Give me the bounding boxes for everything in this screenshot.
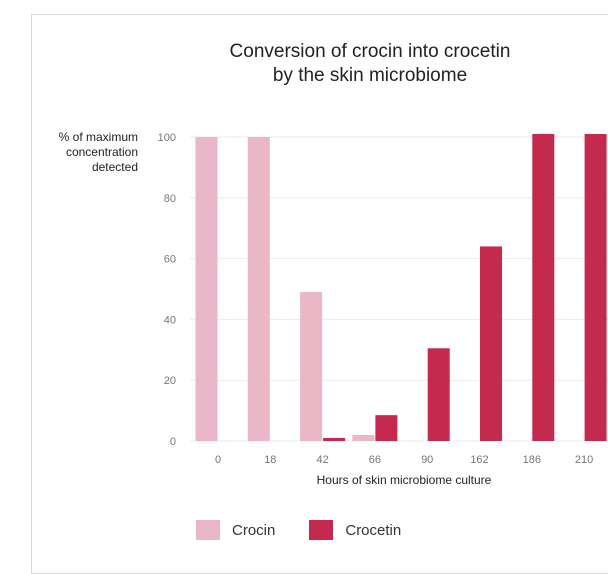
chart-title-line-2: by the skin microbiome bbox=[272, 65, 468, 86]
bar-crocetin-162 bbox=[480, 246, 502, 441]
bar-crocetin-90 bbox=[427, 348, 450, 441]
y-axis-label: % of maximum concentration detected bbox=[20, 130, 138, 175]
x-tick-label-0: 0 bbox=[215, 454, 221, 466]
y-tick-label-100: 100 bbox=[158, 132, 176, 144]
chart-title-line-1: Conversion of crocin into crocetin bbox=[229, 41, 511, 62]
legend-swatch-crocin bbox=[196, 520, 220, 540]
x-tick-label-210: 210 bbox=[575, 454, 593, 466]
legend-label-crocin: Crocin bbox=[232, 521, 276, 539]
bar-crocetin-42 bbox=[323, 437, 346, 441]
y-tick-label-80: 80 bbox=[164, 193, 176, 205]
y-axis-label-line-3: detected bbox=[91, 160, 138, 174]
bar-crocetin-186 bbox=[532, 133, 555, 441]
legend-item-crocin: Crocin bbox=[196, 520, 275, 540]
x-tick-label-162: 162 bbox=[470, 454, 488, 466]
bar-crocin-18 bbox=[247, 137, 270, 441]
x-tick-label-90: 90 bbox=[421, 454, 433, 466]
x-tick-label-186: 186 bbox=[523, 454, 541, 466]
y-axis-label-line-2: concentration bbox=[65, 145, 138, 159]
y-tick-label-20: 20 bbox=[164, 375, 176, 387]
legend-label-crocetin: Crocetin bbox=[345, 521, 402, 539]
legend-swatch-crocetin bbox=[309, 520, 334, 540]
x-axis-label: Hours of skin microbiome culture bbox=[317, 473, 492, 487]
legend: Crocin Crocetin bbox=[196, 520, 435, 540]
bar-chart: 0 20 40 60 80 100 0 18 42 66 90 162 186 210 Hours of s… bbox=[158, 132, 608, 487]
chart-title: Conversion of crocin into crocetin by th… bbox=[150, 40, 590, 88]
y-tick-label-40: 40 bbox=[164, 314, 176, 326]
y-tick-label-60: 60 bbox=[164, 254, 176, 266]
x-tick-label-18: 18 bbox=[264, 454, 276, 466]
y-axis-label-line-1: % of maximum bbox=[58, 130, 138, 144]
x-tick-label-66: 66 bbox=[369, 454, 381, 466]
legend-item-crocetin: Crocetin bbox=[309, 520, 401, 540]
x-tick-label-42: 42 bbox=[316, 454, 328, 466]
bar-crocetin-66 bbox=[375, 415, 398, 441]
bar-crocin-0 bbox=[195, 137, 218, 441]
y-tick-label-0: 0 bbox=[170, 436, 176, 448]
bar-crocin-42 bbox=[300, 292, 323, 441]
bar-crocin-66 bbox=[352, 434, 375, 441]
bar-crocetin-210 bbox=[584, 133, 607, 441]
